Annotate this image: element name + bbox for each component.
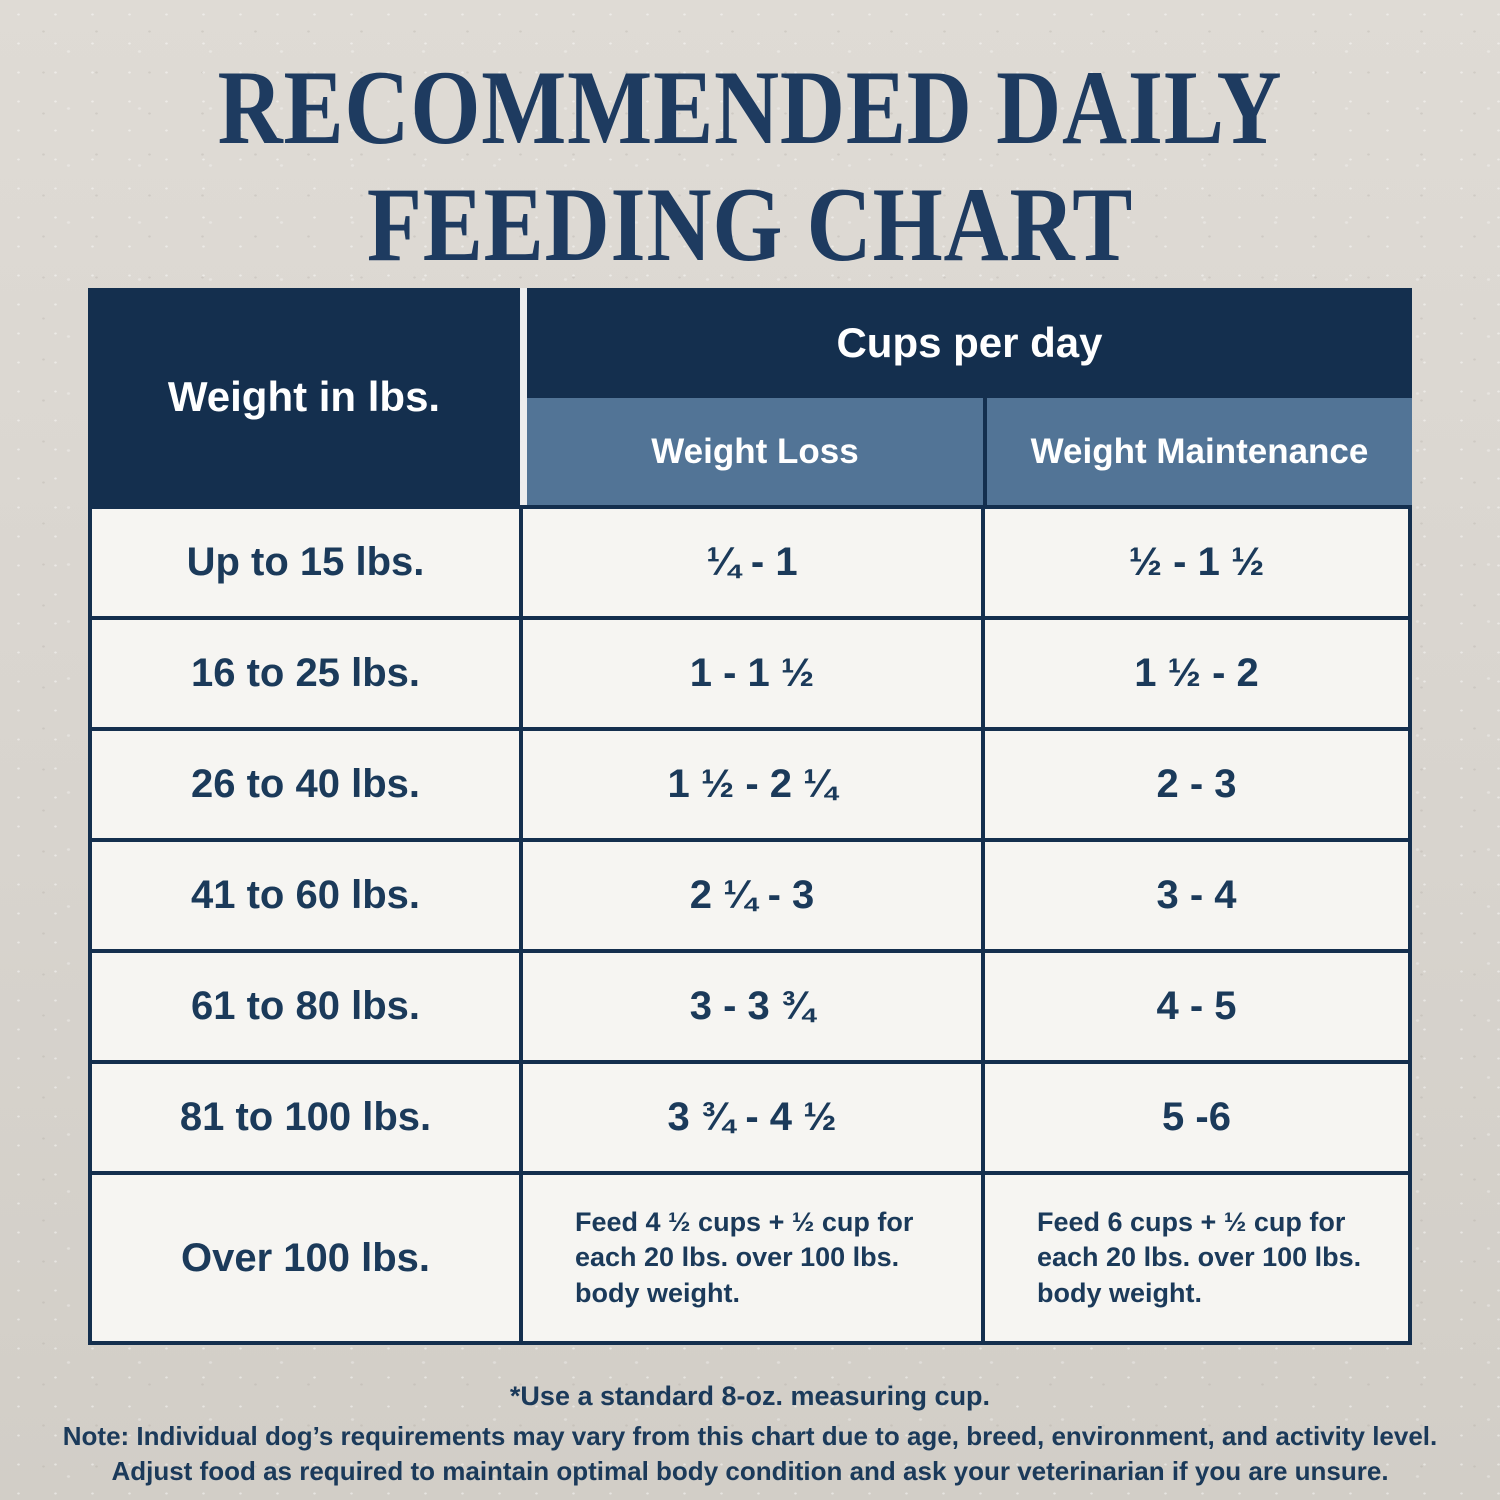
feeding-table: Weight in lbs. Cups per day Weight Loss … — [88, 288, 1412, 1345]
footnotes: *Use a standard 8-oz. measuring cup. Not… — [0, 1378, 1500, 1489]
weight-range-cell: 26 to 40 lbs. — [92, 731, 519, 838]
weight-loss-cell: 1 - 1 ½ — [523, 620, 981, 727]
weight-range-cell: 81 to 100 lbs. — [92, 1064, 519, 1171]
weight-loss-header: Weight Loss — [527, 398, 983, 505]
weight-range-cell: Up to 15 lbs. — [92, 509, 519, 616]
weight-loss-cell: 3 ¾ - 4 ½ — [523, 1064, 981, 1171]
weight-maintenance-cell: 3 - 4 — [985, 842, 1408, 949]
page-title: RECOMMENDED DAILY FEEDING CHART — [0, 49, 1500, 283]
weight-maintenance-cell: 2 - 3 — [985, 731, 1408, 838]
weight-loss-cell: 1 ½ - 2 ¼ — [523, 731, 981, 838]
page-title-line-2: FEEDING CHART — [366, 165, 1134, 283]
subheader-row: Weight Loss Weight Maintenance — [527, 398, 1412, 505]
weight-maintenance-cell: 1 ½ - 2 — [985, 620, 1408, 727]
weight-maintenance-cell: 4 - 5 — [985, 953, 1408, 1060]
weight-maintenance-cell: Feed 6 cups + ½ cup for each 20 lbs. ove… — [985, 1175, 1408, 1341]
table-body: Up to 15 lbs. ¼ - 1 ½ - 1 ½ 16 to 25 lbs… — [88, 505, 1412, 1345]
measuring-cup-note: *Use a standard 8-oz. measuring cup. — [509, 1381, 991, 1411]
weight-loss-cell: ¼ - 1 — [523, 509, 981, 616]
weight-range-cell: 61 to 80 lbs. — [92, 953, 519, 1060]
requirements-note-line-2: Adjust food as required to maintain opti… — [111, 1456, 1389, 1487]
weight-range-cell: 41 to 60 lbs. — [92, 842, 519, 949]
weight-range-cell: 16 to 25 lbs. — [92, 620, 519, 727]
weight-loss-cell: Feed 4 ½ cups + ½ cup for each 20 lbs. o… — [523, 1175, 981, 1341]
header-gap-divider — [520, 288, 527, 505]
weight-range-cell: Over 100 lbs. — [92, 1175, 519, 1341]
cups-per-day-section: Cups per day Weight Loss Weight Maintena… — [527, 288, 1412, 505]
page-title-line-1: RECOMMENDED DAILY — [217, 49, 1283, 166]
weight-column-header: Weight in lbs. — [88, 288, 520, 505]
weight-maintenance-cell: 5 -6 — [985, 1064, 1408, 1171]
weight-loss-cell: 3 - 3 ¾ — [523, 953, 981, 1060]
weight-maintenance-cell: ½ - 1 ½ — [985, 509, 1408, 616]
subheader-divider — [983, 398, 987, 505]
table-header: Weight in lbs. Cups per day Weight Loss … — [88, 288, 1412, 505]
cups-per-day-header: Cups per day — [527, 288, 1412, 398]
requirements-note-line-1: Note: Individual dog’s requirements may … — [62, 1420, 1438, 1451]
weight-loss-cell: 2 ¼ - 3 — [523, 842, 981, 949]
weight-maintenance-header: Weight Maintenance — [987, 398, 1412, 505]
